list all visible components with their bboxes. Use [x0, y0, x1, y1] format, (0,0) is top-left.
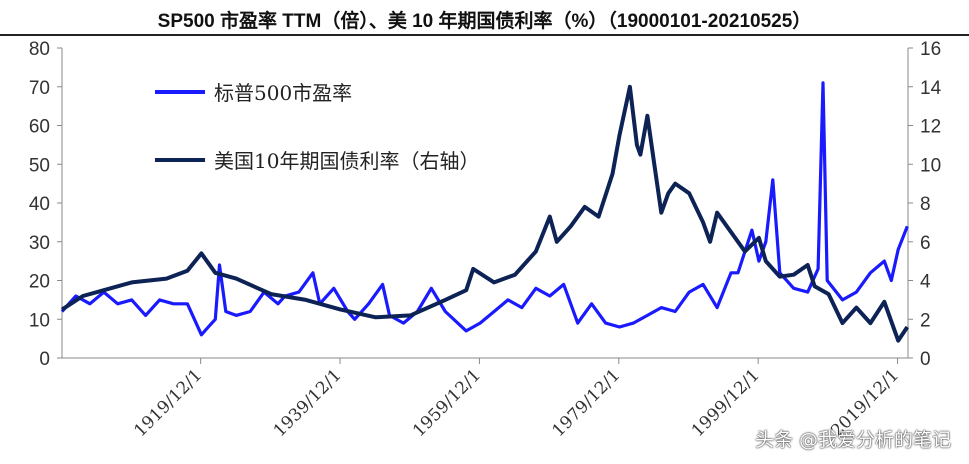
- left-tick-label: 50: [29, 155, 50, 176]
- left-tick-label: 60: [29, 117, 50, 138]
- chart-title: SP500 市盈率 TTM（倍）、美 10 年期国债利率（%）（19000101…: [157, 11, 812, 32]
- series-line-sp500-pe: [60, 81, 909, 337]
- x-tick-label: 1919/12/1: [130, 365, 206, 441]
- right-tick-label: 10: [920, 155, 941, 176]
- left-tick-label: 70: [29, 78, 50, 99]
- left-tick-label: 0: [39, 349, 50, 370]
- legend-label: 美国10年期国债利率（右轴）: [214, 149, 479, 173]
- x-tick-label: 1959/12/1: [409, 365, 485, 441]
- left-tick-label: 80: [29, 39, 50, 60]
- x-tick-label: 1999/12/1: [688, 365, 764, 441]
- right-tick-label: 16: [920, 39, 941, 60]
- right-tick-label: 2: [920, 310, 931, 331]
- watermark: 头条 @我爱分析的笔记: [754, 429, 951, 451]
- left-tick-label: 30: [29, 233, 50, 254]
- series-line-treasury-yield: [60, 84, 909, 343]
- right-tick-label: 12: [920, 117, 941, 138]
- right-tick-label: 14: [920, 78, 942, 99]
- x-tick-label: 1939/12/1: [270, 365, 346, 441]
- left-tick-label: 40: [29, 194, 50, 215]
- legend-label: 标普500市盈率: [214, 81, 352, 105]
- right-tick-label: 6: [920, 233, 931, 254]
- right-tick-label: 4: [920, 272, 931, 293]
- x-tick-label: 1979/12/1: [549, 365, 625, 441]
- right-tick-label: 8: [920, 194, 931, 215]
- left-tick-label: 10: [29, 310, 50, 331]
- title-divider: [0, 34, 969, 36]
- left-tick-label: 20: [29, 272, 50, 293]
- right-tick-label: 0: [920, 349, 931, 370]
